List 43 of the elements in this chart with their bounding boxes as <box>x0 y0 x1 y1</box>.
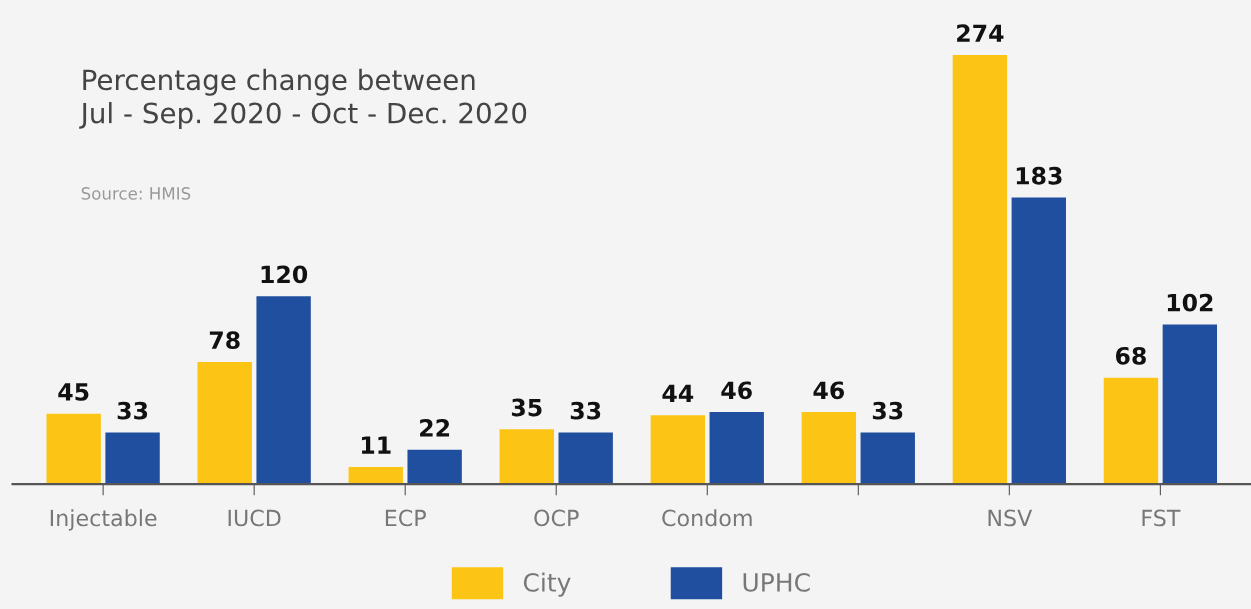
bar <box>860 432 915 485</box>
text: Percentage change between Jul - Sep. 2020 - Oct - Dec. 2020 <box>79 68 527 129</box>
x-tick-label: Condom <box>662 509 752 527</box>
data-label: 33 <box>872 401 903 420</box>
bar <box>1103 377 1159 485</box>
x-tick-label: ECP <box>385 509 426 527</box>
x-tick-label: OCP <box>534 509 579 527</box>
data-label: 11 <box>361 436 391 454</box>
legend-label: City <box>523 572 571 597</box>
bar <box>1162 324 1218 485</box>
bar <box>348 466 403 485</box>
x-tick-label: IUCD <box>228 509 281 527</box>
annotation: Source: HMIS <box>81 187 191 200</box>
bar <box>709 412 764 485</box>
data-label: 46 <box>721 381 752 400</box>
bar <box>46 413 101 485</box>
data-label: 183 <box>1016 166 1062 185</box>
data-label: 102 <box>1167 293 1213 312</box>
data-label: 45 <box>58 383 89 401</box>
data-label: 46 <box>813 381 845 400</box>
bar <box>256 296 311 485</box>
bar <box>197 362 252 485</box>
data-label: 44 <box>662 384 694 403</box>
bar <box>407 449 462 485</box>
data-label: 33 <box>117 401 148 420</box>
bar <box>499 429 554 485</box>
bar <box>650 415 706 485</box>
bar <box>105 432 160 485</box>
data-label: 35 <box>511 398 542 417</box>
x-tick-label: Injectable <box>50 509 157 531</box>
bar <box>558 432 613 485</box>
bar <box>952 55 1008 485</box>
data-label: 274 <box>957 24 1004 42</box>
bar <box>801 412 857 485</box>
data-label: 22 <box>420 418 450 437</box>
data-label: 33 <box>570 401 601 420</box>
data-label: 78 <box>209 331 240 350</box>
x-tick-label: FST <box>1142 509 1181 527</box>
bar <box>1011 197 1066 485</box>
data-label: 68 <box>1115 346 1146 365</box>
data-label: 120 <box>261 265 308 284</box>
legend-label: UPHC <box>743 572 810 592</box>
x-tick-label: NSV <box>988 509 1033 527</box>
